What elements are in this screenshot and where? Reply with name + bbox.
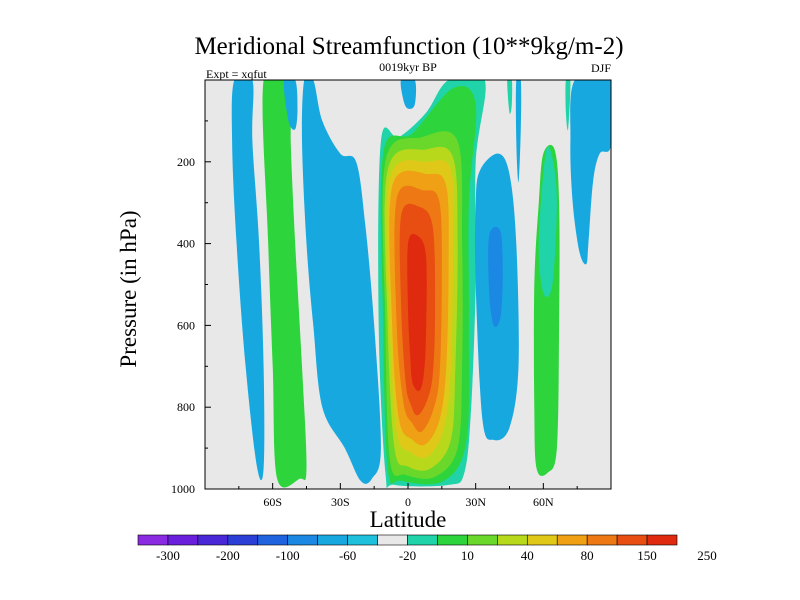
- colorbar-swatch: [197, 534, 229, 546]
- contour-southern-mid-negative: [301, 80, 381, 484]
- colorbar-label: -200: [216, 548, 240, 563]
- contour-northern-green-band-outer: [538, 146, 557, 298]
- colorbar-swatch: [407, 534, 438, 546]
- colorbar-swatch: [586, 534, 618, 546]
- contour-far-north-positive-sliver: [565, 80, 571, 131]
- chart-title: Meridional Streamfunction (10**9kg/m-2): [194, 33, 623, 60]
- contour-top-center-negative: [400, 80, 417, 109]
- colorbar-swatch: [497, 534, 528, 546]
- colorbar-swatch: [616, 534, 648, 546]
- y-axis: 200 400 600 800 1000: [171, 120, 211, 496]
- colorbar-swatch: [526, 534, 558, 546]
- contour-far-north-negative: [570, 80, 611, 265]
- time-label: 0019kyr BP: [379, 60, 437, 74]
- y-tick-label: 800: [177, 400, 195, 414]
- contour-top-left-negative: [283, 80, 298, 130]
- x-tick-label: 60N: [533, 495, 554, 509]
- season-label: DJF: [591, 61, 611, 75]
- colorbar-swatch: [377, 534, 408, 546]
- colorbar-swatch: [287, 534, 318, 546]
- colorbar-label: 150: [637, 548, 657, 563]
- colorbar-swatch: [227, 534, 259, 546]
- colorbar-label: -20: [399, 548, 416, 563]
- contour-fills: [231, 80, 611, 488]
- colorbar-swatch: [646, 534, 678, 546]
- colorbar-label: 40: [521, 548, 534, 563]
- x-tick-label: 30N: [465, 495, 486, 509]
- contour-southern-green-cell: [262, 80, 307, 488]
- contour-northern-thin-positive: [507, 80, 513, 114]
- x-tick-label: 30S: [331, 495, 350, 509]
- x-tick-label: 60S: [263, 495, 282, 509]
- y-tick-label: 1000: [171, 482, 195, 496]
- x-axis: 60S 30S 0 30N 60N: [238, 483, 578, 509]
- colorbar-swatch: [317, 534, 348, 546]
- y-tick-label: 600: [177, 318, 195, 332]
- contour-northern-thin-negative: [515, 80, 522, 183]
- y-axis-label: Pressure (in hPa): [116, 210, 141, 367]
- contour-hadley-cell-core: [407, 233, 427, 392]
- y-tick-label: 400: [177, 237, 195, 251]
- contour-southern-deep-cell: [231, 80, 265, 481]
- x-axis-label: Latitude: [370, 507, 447, 532]
- x-tick-label: 0: [405, 495, 411, 509]
- colorbar: -300 -200 -100 -60 -20 10 40 80 150 250: [137, 534, 717, 563]
- colorbar-label: 250: [697, 548, 717, 563]
- contour-northern-negative-inner: [488, 226, 503, 328]
- colorbar-label: -100: [276, 548, 300, 563]
- colorbar-swatch: [556, 534, 588, 546]
- y-tick-label: 200: [177, 155, 195, 169]
- colorbar-swatch: [437, 534, 468, 546]
- colorbar-label: -60: [339, 548, 356, 563]
- colorbar-swatch: [257, 534, 289, 546]
- colorbar-label: 80: [581, 548, 594, 563]
- colorbar-label: 10: [461, 548, 474, 563]
- colorbar-swatch: [467, 534, 498, 546]
- experiment-label: Expt = xqfut: [206, 67, 267, 81]
- colorbar-swatch: [137, 534, 169, 546]
- colorbar-swatch: [167, 534, 199, 546]
- colorbar-swatch: [347, 534, 378, 546]
- colorbar-label: -300: [156, 548, 180, 563]
